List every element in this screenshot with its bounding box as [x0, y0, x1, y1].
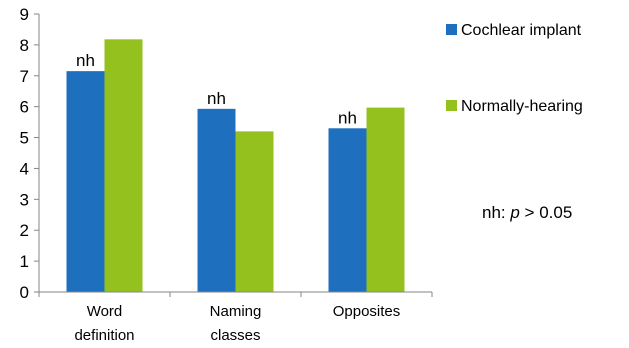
y-tick-label: 8: [20, 36, 29, 55]
bar-normally-hearing: [366, 107, 405, 293]
y-tick-label: 5: [20, 129, 29, 148]
y-axis: 0 1 2 3 4 5 6 7 8 9: [20, 5, 40, 302]
legend-swatch: [446, 24, 457, 35]
note-suffix: > 0.05: [520, 203, 572, 222]
note-prefix: nh:: [482, 203, 510, 222]
note-p-symbol: p: [509, 203, 519, 222]
bar-normally-hearing: [235, 131, 274, 292]
bar-annotation: nh: [76, 51, 95, 70]
bar-normally-hearing: [104, 39, 143, 292]
bars: nh nh nh: [66, 39, 405, 293]
legend-swatch: [446, 100, 457, 111]
x-category-label: Opposites: [333, 303, 401, 320]
y-tick-label: 9: [20, 5, 29, 24]
y-tick-label: 0: [20, 283, 29, 302]
legend-label: Cochlear implant: [461, 22, 582, 39]
y-tick-label: 2: [20, 221, 29, 240]
bar-annotation: nh: [207, 89, 226, 108]
y-tick-label: 7: [20, 67, 29, 86]
bar-annotation: nh: [338, 108, 357, 127]
y-tick-label: 1: [20, 252, 29, 271]
x-axis: Word definition Naming classes Opposites: [38, 291, 433, 344]
significance-note: nh: p > 0.05: [482, 203, 572, 222]
y-tick-label: 6: [20, 98, 29, 117]
bar-cochlear-implant: [197, 108, 236, 292]
bar-cochlear-implant: [328, 128, 367, 292]
x-category-label: Word definition: [74, 303, 134, 344]
x-category-label: Naming classes: [210, 303, 262, 344]
legend-label: Normally-hearing: [461, 98, 583, 115]
bar-cochlear-implant: [66, 71, 105, 293]
y-tick-label: 4: [20, 159, 29, 178]
legend: Cochlear implant Normally-hearing: [446, 22, 583, 115]
y-tick-label: 3: [20, 190, 29, 209]
